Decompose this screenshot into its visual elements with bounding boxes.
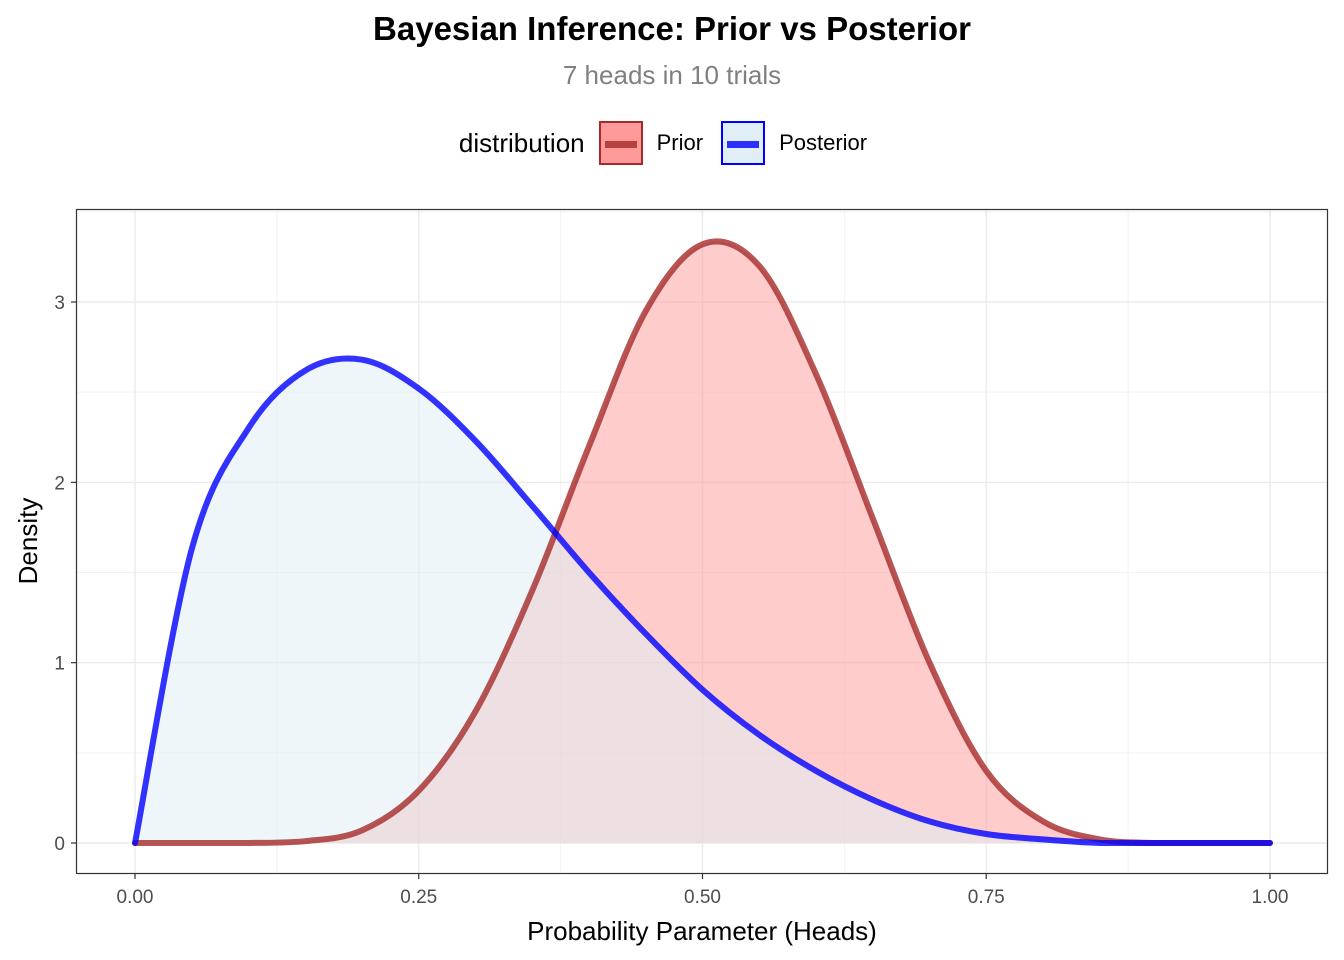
chart-subtitle: 7 heads in 10 trials	[562, 60, 782, 90]
x-tick-label: 1.00	[1252, 887, 1289, 908]
x-tick-label: 0.50	[684, 887, 721, 908]
y-axis-title: Density	[13, 498, 43, 585]
legend-label-posterior: Posterior	[779, 130, 868, 155]
area-prior	[135, 241, 1270, 844]
legend-key-prior	[598, 121, 643, 165]
legend-key-posterior	[721, 121, 766, 165]
legend: distribution Prior Posterior	[0, 118, 1344, 168]
y-tick-label: 0	[54, 834, 65, 855]
x-tick-label: 0.25	[400, 887, 437, 908]
line-posterior	[132, 355, 1273, 846]
y-tick-label: 1	[54, 654, 65, 675]
chart-title: Bayesian Inference: Prior vs Posterior	[373, 10, 971, 47]
legend-label-prior: Prior	[656, 130, 704, 155]
line-prior	[132, 238, 1273, 846]
x-tick-label: 0.75	[968, 887, 1005, 908]
x-axis-title: Probability Parameter (Heads)	[527, 916, 877, 946]
y-tick-label: 2	[54, 473, 65, 494]
area-posterior	[135, 358, 1270, 843]
legend-title: distribution	[458, 127, 585, 158]
x-tick-label: 0.00	[117, 887, 154, 908]
y-tick-label: 3	[54, 293, 65, 314]
